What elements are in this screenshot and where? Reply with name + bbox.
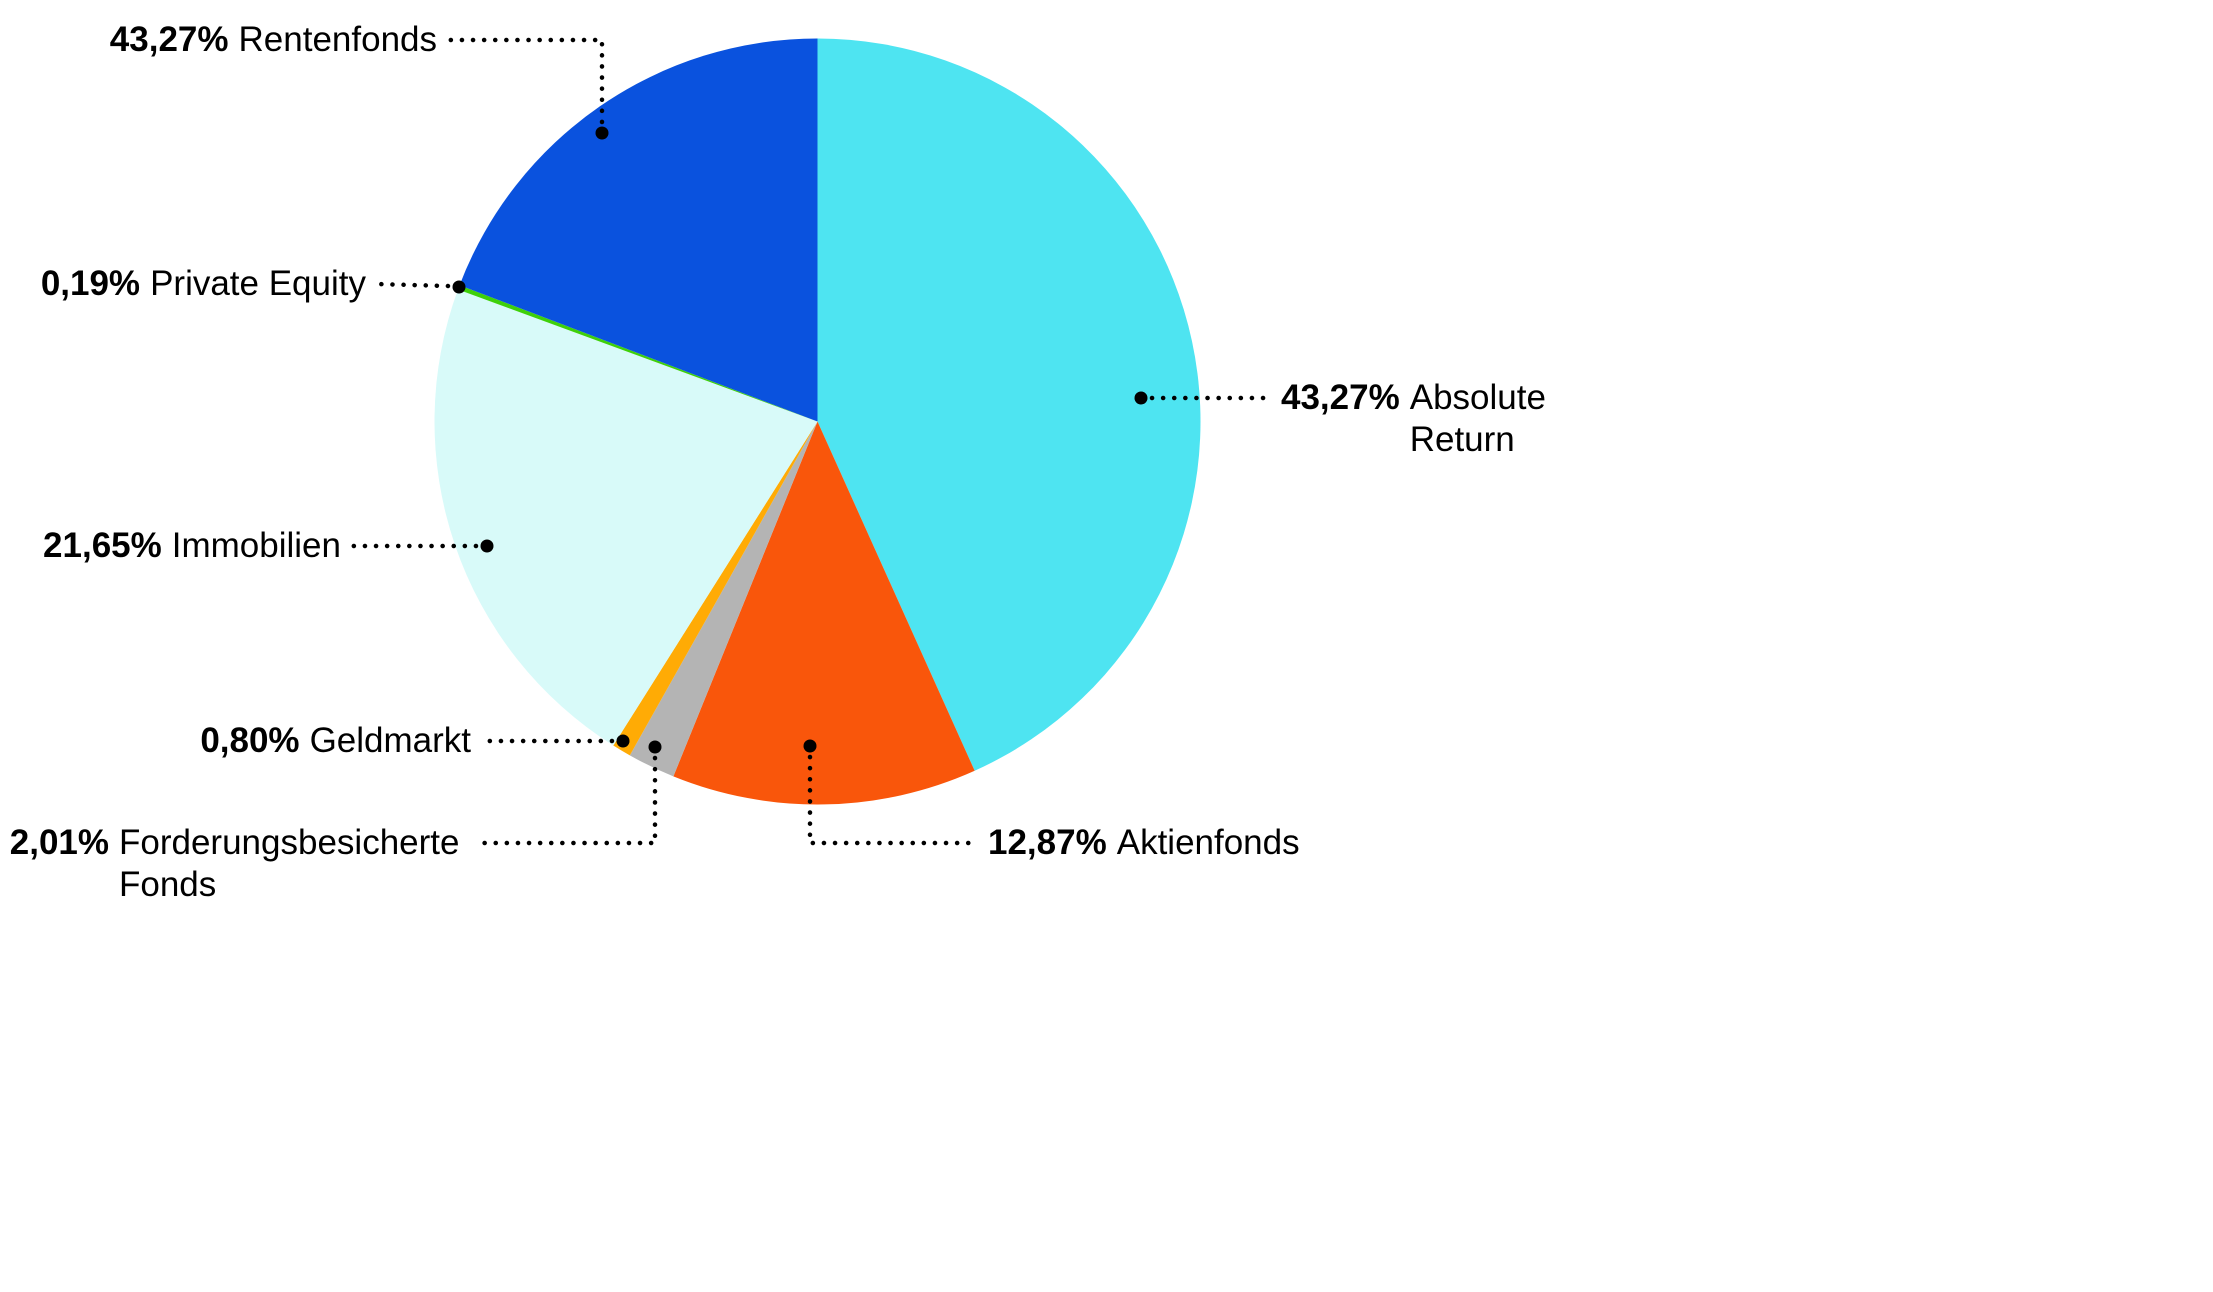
leader-dot-private-equity bbox=[452, 280, 466, 294]
pie-slice-private-equity bbox=[457, 285, 818, 422]
pie-slice-immobilien bbox=[434, 289, 818, 746]
leader-line-forderungsbesicherte-fonds bbox=[479, 755, 658, 846]
leader-dot-rentenfonds bbox=[595, 126, 609, 140]
leader-dot-forderungsbesicherte-fonds bbox=[648, 740, 662, 754]
leader-lines-layer bbox=[349, 37, 1274, 846]
pie-slice-absolute-return bbox=[817, 38, 1201, 771]
pie-slice-geldmarkt bbox=[613, 421, 818, 756]
leader-line-private-equity bbox=[373, 281, 451, 289]
leader-dot-geldmarkt bbox=[616, 734, 630, 748]
pie-slice-aktienfonds bbox=[673, 421, 975, 805]
pie-slices-layer bbox=[434, 38, 1201, 805]
pie-slice-forderungsbesicherte-fonds bbox=[629, 421, 818, 777]
leader-dot-aktienfonds bbox=[803, 739, 817, 753]
leader-dot-absolute-return bbox=[1134, 391, 1148, 405]
pie-slice-rentenfonds bbox=[459, 38, 818, 422]
leader-line-rentenfonds bbox=[443, 37, 605, 125]
leader-line-aktienfonds bbox=[807, 754, 981, 846]
leader-dot-immobilien bbox=[480, 539, 494, 553]
